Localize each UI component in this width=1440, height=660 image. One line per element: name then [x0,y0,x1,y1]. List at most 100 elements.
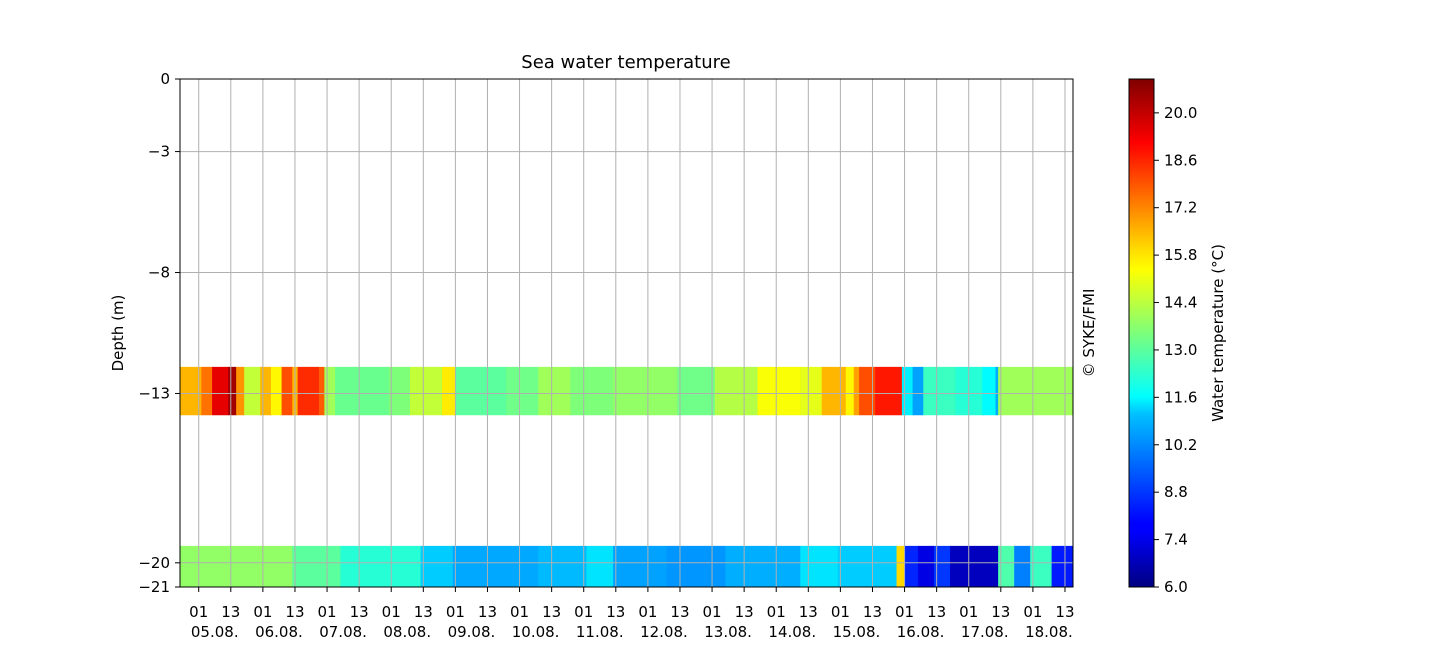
x-tick-label: 01 [959,603,978,621]
colorbar [1128,78,1155,588]
heatmap-cell-0 [995,366,999,416]
x-date-label: 11.08. [576,623,624,641]
heatmap-cell-0 [270,366,282,416]
x-tick-label: 13 [670,603,689,621]
heatmap-cell-0 [180,366,202,416]
x-tick-label: 01 [318,603,337,621]
x-date-label: 12.08. [640,623,688,641]
heatmap-cells [180,366,1074,587]
colorbar-label: Water temperature (°C) [1209,244,1227,422]
x-tick-label: 01 [189,603,208,621]
heatmap-cell-1 [586,545,614,587]
y-tick-label: 0 [160,70,170,88]
heatmap-cell-0 [409,366,443,416]
colorbar-tick-label: 10.2 [1164,436,1197,454]
heatmap-cell-0 [388,366,411,416]
x-tick-label: 01 [767,603,786,621]
x-date-label: 10.08. [512,623,560,641]
heatmap-cell-0 [982,366,996,416]
x-tick-label: 13 [285,603,304,621]
grid-lines [180,78,1073,588]
heatmap-cell-0 [260,366,272,416]
colorbar-tick-label: 6.0 [1164,578,1188,596]
colorbar-tick-label: 17.2 [1164,199,1197,217]
heatmap-cell-0 [297,366,320,416]
chart-title: Sea water temperature [521,52,730,73]
heatmap-cell-0 [901,366,913,416]
heatmap-cell-0 [853,366,860,416]
heatmap-cell-0 [506,366,539,416]
x-date-label: 08.08. [383,623,431,641]
x-date-label: 18.08. [1025,623,1073,641]
y-tick-label: −20 [138,554,170,572]
heatmap-cell-0 [912,366,924,416]
heatmap-cell-1 [837,545,897,587]
heatmap-cell-0 [845,366,855,416]
heatmap-cell-1 [725,545,801,587]
heatmap-cell-1 [666,545,726,587]
heatmap-cell-0 [998,366,1074,416]
x-axis: 01 13 01 13 01 13 01 13 01 13 01 13 01 13 01 13 01 13 01 13… [189,587,1075,641]
x-tick-label: 13 [927,603,946,621]
x-tick-label: 01 [895,603,914,621]
x-tick-label: 13 [542,603,561,621]
x-tick-label: 01 [574,603,593,621]
heatmap-cell-1 [950,545,999,587]
heatmap-cell-1 [538,545,587,587]
x-tick-label: 13 [478,603,497,621]
heatmap-cell-1 [180,545,293,587]
x-tick-label: 01 [638,603,657,621]
x-tick-label: 13 [414,603,433,621]
colorbar-tick-label: 13.0 [1164,341,1197,359]
x-tick-label: 01 [510,603,529,621]
heatmap-cell-0 [281,366,293,416]
x-tick-label: 13 [350,603,369,621]
copyright-label: © SYKE/FMI [1080,289,1098,378]
y-tick-label: −21 [138,578,170,596]
heatmap-cell-0 [319,366,325,416]
heatmap-cell-1 [1051,545,1074,587]
colorbar-tick-label: 7.4 [1164,531,1188,549]
colorbar-tick-label: 15.8 [1164,246,1197,264]
x-date-label: 07.08. [319,623,367,641]
heatmap-cell-0 [677,366,716,416]
x-tick-label: 13 [1055,603,1074,621]
heatmap-cell-0 [335,366,389,416]
x-date-label: 13.08. [704,623,752,641]
y-axis-label: Depth (m) [109,295,127,372]
colorbar-tick-label: 18.6 [1164,151,1197,169]
x-date-label: 14.08. [768,623,816,641]
colorbar-tick-label: 8.8 [1164,483,1188,501]
x-tick-label: 13 [991,603,1010,621]
heatmap-cell-0 [757,366,801,416]
colorbar-axis: 6.0 7.4 8.8 10.2 11.6 13.0 14.4 15.8 17.2 18.6 20.… [1154,104,1197,596]
y-tick-label: −3 [148,143,170,161]
heatmap-cell-1 [292,545,341,587]
x-tick-label: 13 [735,603,754,621]
x-tick-label: 13 [221,603,240,621]
colorbar-tick-label: 14.4 [1164,294,1197,312]
heatmap-cell-0 [923,366,956,416]
heatmap-cell-0 [201,366,213,416]
x-tick-label: 13 [606,603,625,621]
y-tick-label: −8 [148,264,170,282]
x-tick-label: 01 [1023,603,1042,621]
heatmap-cell-0 [859,366,876,416]
heatmap-cell-1 [420,545,454,587]
heatmap-cell-0 [875,366,903,416]
x-date-label: 15.08. [833,623,881,641]
heatmap-cell-1 [452,545,539,587]
heatmap-cell-0 [244,366,261,416]
heatmap-cell-1 [800,545,839,587]
heatmap-cell-1 [896,545,905,587]
heatmap-cell-0 [570,366,614,416]
x-tick-label: 01 [446,603,465,621]
x-date-label: 17.08. [961,623,1009,641]
heatmap-cell-0 [212,366,229,416]
heatmap-cell-1 [1014,545,1031,587]
heatmap-cell-1 [917,545,935,587]
x-date-label: 09.08. [448,623,496,641]
x-date-label: 06.08. [255,623,303,641]
x-tick-label: 01 [831,603,850,621]
